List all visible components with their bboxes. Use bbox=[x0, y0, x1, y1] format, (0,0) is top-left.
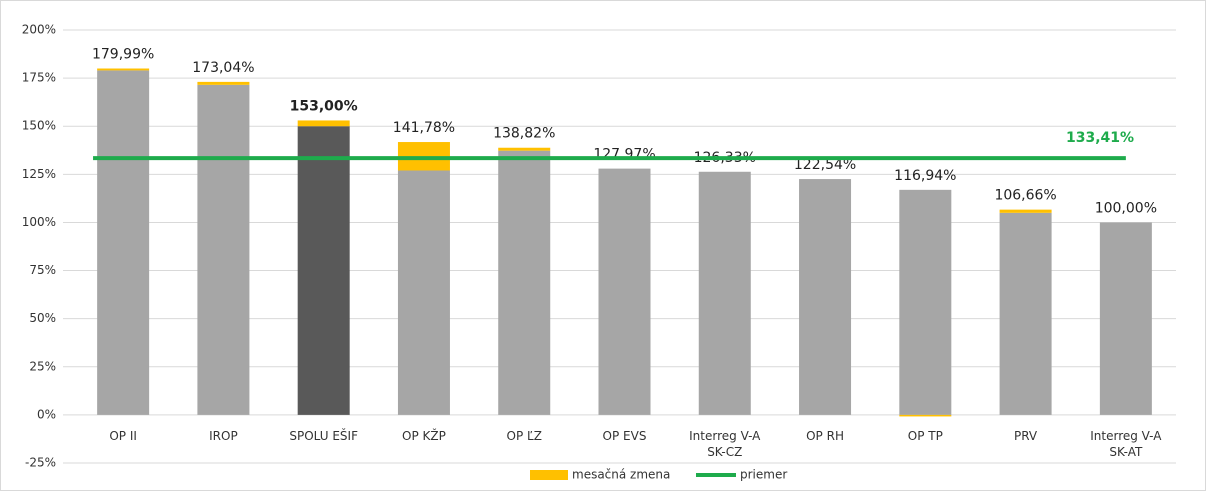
y-tick-label: 50% bbox=[29, 311, 56, 325]
bar-segment bbox=[999, 209, 1052, 213]
data-label: 153,00% bbox=[290, 98, 358, 114]
data-label: 116,94% bbox=[894, 168, 956, 184]
data-label: 141,78% bbox=[393, 120, 455, 136]
y-tick-label: 200% bbox=[22, 23, 56, 37]
average-label: 133,41% bbox=[1066, 130, 1134, 146]
x-tick-label: OP II bbox=[109, 429, 137, 443]
bar-segment bbox=[899, 414, 952, 417]
x-tick-label: Interreg V-A SK-CZ bbox=[689, 429, 761, 459]
x-tick-label: IROP bbox=[209, 429, 238, 443]
y-tick-label: 25% bbox=[29, 359, 56, 373]
bar-segment bbox=[297, 120, 350, 127]
x-tick-label: OP TP bbox=[908, 429, 943, 443]
x-tick-label: OP RH bbox=[806, 429, 844, 443]
x-tick-label: Interreg V-A SK-AT bbox=[1090, 429, 1162, 459]
data-label: 173,04% bbox=[192, 60, 254, 76]
bar-segment bbox=[799, 179, 852, 415]
bar-segment bbox=[899, 189, 952, 415]
x-tick-label: OP ĽZ bbox=[507, 429, 542, 443]
bar-segment bbox=[397, 170, 450, 415]
x-tick-label: OP EVS bbox=[603, 429, 647, 443]
bar-segment bbox=[498, 147, 551, 151]
data-label: 106,66% bbox=[994, 188, 1056, 204]
x-tick-label: OP KŽP bbox=[402, 428, 446, 443]
y-tick-label: 0% bbox=[37, 407, 56, 421]
y-tick-label: 175% bbox=[22, 71, 56, 85]
data-label: 179,99% bbox=[92, 47, 154, 63]
y-tick-label: 75% bbox=[29, 263, 56, 277]
bar-segment bbox=[1099, 222, 1152, 415]
legend-label: mesačná zmena bbox=[572, 468, 670, 482]
bar-segment bbox=[999, 212, 1052, 415]
y-tick-label: 100% bbox=[22, 215, 56, 229]
data-label: 127,97% bbox=[593, 147, 655, 163]
x-tick-label: PRV bbox=[1014, 429, 1038, 443]
data-label: 100,00% bbox=[1095, 200, 1157, 216]
x-tick-label: SPOLU EŠIF bbox=[289, 428, 358, 443]
y-tick-label: -25% bbox=[25, 456, 56, 470]
bar-segment bbox=[698, 171, 751, 415]
bar-segment bbox=[297, 126, 350, 415]
y-tick-label: 125% bbox=[22, 167, 56, 181]
data-label: 138,82% bbox=[493, 126, 555, 142]
bar-segment bbox=[598, 168, 651, 415]
y-tick-label: 150% bbox=[22, 119, 56, 133]
data-label: 122,54% bbox=[794, 157, 856, 173]
bar-segment bbox=[97, 68, 150, 71]
legend-swatch bbox=[530, 470, 568, 480]
bar-segment bbox=[197, 81, 250, 85]
bar-segment bbox=[498, 150, 551, 415]
legend-label: priemer bbox=[740, 468, 787, 482]
bar-segment bbox=[97, 70, 150, 415]
bar-segment bbox=[197, 84, 250, 415]
